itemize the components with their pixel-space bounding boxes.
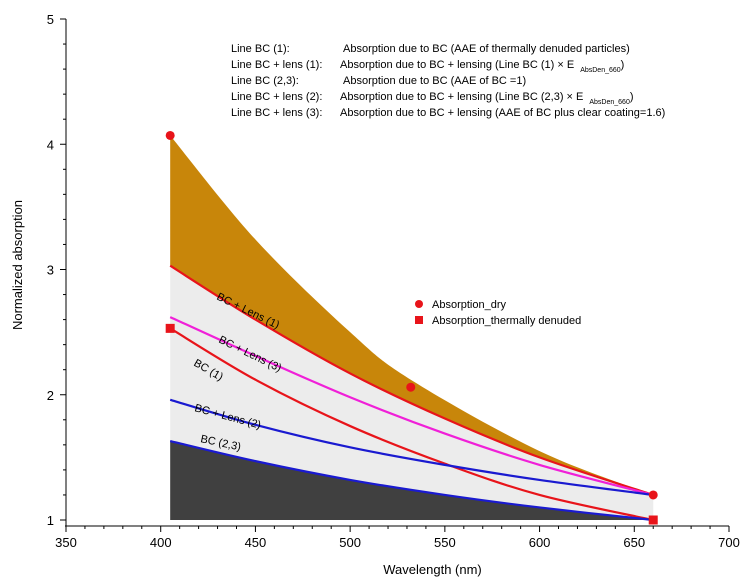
annotation-label: Line BC (1): <box>231 43 290 55</box>
x-tick-label: 450 <box>245 535 267 550</box>
marker-absorption-denuded <box>165 323 175 333</box>
marker-absorption-denuded <box>648 515 658 525</box>
series-lines <box>169 264 654 522</box>
axes: 350 400 450 500 550 600 650 700 1 2 3 4 5 Wavelength … <box>10 12 740 577</box>
y-tick-label: 3 <box>47 263 54 278</box>
legend-marker-circle <box>415 300 423 308</box>
marker-absorption-dry <box>165 130 175 140</box>
marker-absorption-dry <box>406 382 416 392</box>
series-line <box>169 398 654 497</box>
x-tick-label: 650 <box>623 535 645 550</box>
legend-marker-square <box>415 316 423 324</box>
x-tick-label: 700 <box>718 535 740 550</box>
annotation-text: Absorption due to BC + lensing (Line BC … <box>340 59 624 74</box>
annotation-label: Line BC + lens (1): <box>231 59 322 71</box>
series-line <box>169 327 654 522</box>
legend-entry: Absorption_thermally denuded <box>432 315 581 327</box>
legend: Absorption_dry Absorption_thermally denud… <box>415 299 581 327</box>
x-tick-label: 500 <box>339 535 361 550</box>
fill-areas <box>170 135 654 520</box>
y-tick-label: 2 <box>47 388 54 403</box>
x-tick-label: 350 <box>55 535 77 550</box>
series-line <box>169 264 654 496</box>
annotation-label: Line BC + lens (2): <box>231 91 322 103</box>
x-tick-label: 400 <box>150 535 172 550</box>
series-line <box>169 316 654 497</box>
annotation-text: Absorption due to BC + lensing (AAE of B… <box>340 107 665 119</box>
x-tick-label: 550 <box>434 535 456 550</box>
annotation-label: Line BC + lens (3): <box>231 107 322 119</box>
x-axis-title: Wavelength (nm) <box>383 562 482 577</box>
y-tick-label: 4 <box>47 137 54 152</box>
legend-entry: Absorption_dry <box>432 299 506 311</box>
y-axis-title: Normalized absorption <box>10 200 25 330</box>
series-line <box>169 440 654 522</box>
absorption-total-fill <box>170 135 654 495</box>
x-tick-label: 600 <box>529 535 551 550</box>
y-tick-label: 1 <box>47 513 54 528</box>
annotation-text: Absorption due to BC (AAE of thermally d… <box>343 43 630 55</box>
annotation-text: Absorption due to BC + lensing (Line BC … <box>340 91 634 106</box>
bc-fill <box>170 441 654 520</box>
lensing-fill <box>170 265 654 520</box>
annotation-block: Line BC (1): Absorption due to BC (AAE of… <box>231 43 665 119</box>
marker-absorption-dry <box>648 490 658 500</box>
y-tick-label: 5 <box>47 12 54 27</box>
annotation-label: Line BC (2,3): <box>231 75 299 87</box>
annotation-text: Absorption due to BC (AAE of BC =1) <box>343 75 526 87</box>
data-markers <box>165 130 658 525</box>
